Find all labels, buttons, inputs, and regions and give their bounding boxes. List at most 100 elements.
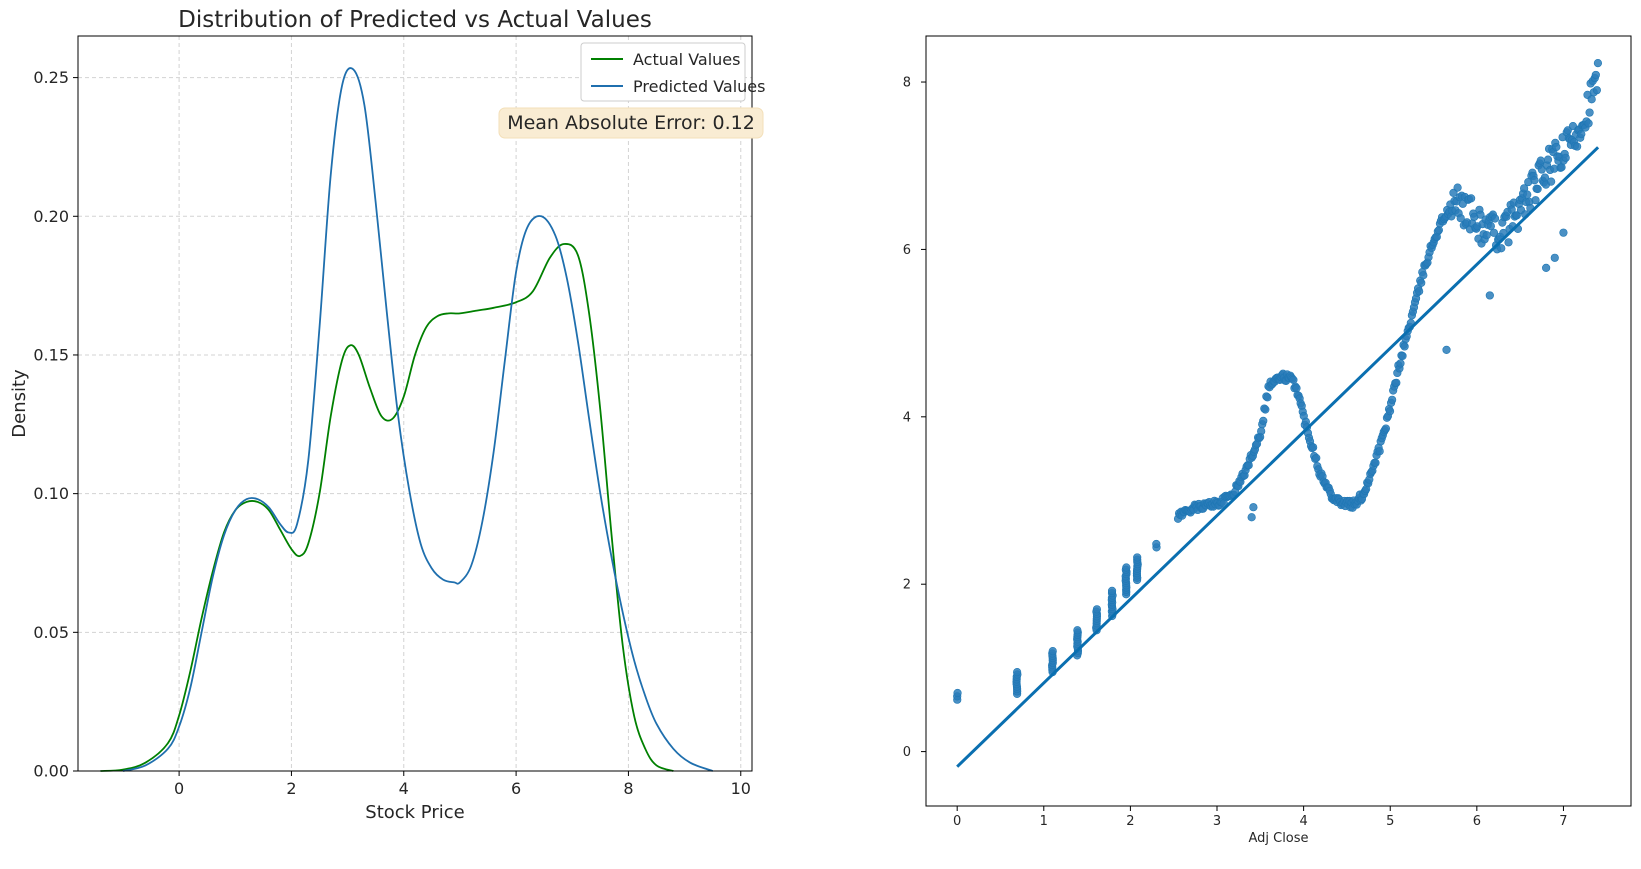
scatter-point [1048,647,1057,656]
scatter-point [1388,395,1397,404]
scatter-point [1542,263,1551,272]
kde-x-tick-label: 6 [511,779,521,798]
scatter-points [953,59,1603,704]
scatter-point [1381,424,1390,433]
regression-y-tick-label: 0 [903,745,911,760]
regression-plot-frame [925,35,1632,807]
kde-y-axis-label: Density [9,369,30,438]
scatter-point [1400,342,1409,351]
mae-annotation: Mean Absolute Error: 0.12 [498,107,764,139]
kde-legend: Actual Values Predicted Values [580,42,765,102]
scatter-point [1107,586,1117,596]
scatter-point [1523,190,1532,199]
scatter-point [1261,405,1270,414]
scatter-point [1442,345,1451,354]
kde-gridlines [78,36,752,771]
scatter-point [1559,228,1568,237]
regression-x-tick-label: 5 [1386,814,1394,829]
regression-y-tick-label: 8 [903,76,911,91]
kde-y-tick-label: 0.05 [33,623,69,642]
scatter-point [1482,231,1491,240]
scatter-point [1417,278,1426,288]
scatter-point [1312,453,1321,463]
scatter-point [1585,108,1594,117]
scatter-point [1456,214,1465,223]
scatter-point [1385,407,1395,416]
scatter-point [1530,176,1539,185]
regression-y-tick-label: 2 [903,578,911,593]
scatter-point [1309,443,1318,452]
scatter-point [1584,119,1593,128]
scatter-point [1396,359,1405,368]
scatter-point [1486,222,1495,231]
scatter-point [1392,378,1401,387]
scatter-point [1398,351,1407,361]
kde-chart-title: Distribution of Predicted vs Actual Valu… [178,7,652,33]
scatter-point [1371,458,1380,467]
regression-ticks: 0 1 2 3 4 5 6 7 0 2 4 6 8 [903,76,1568,829]
regression-x-tick-label: 3 [1213,814,1221,829]
scatter-point [1263,393,1272,402]
scatter-point [1485,291,1494,300]
legend-label-actual: Actual Values [633,50,740,69]
scatter-point [1467,194,1476,203]
scatter-point [1375,447,1384,456]
scatter-point [1543,155,1553,164]
scatter-point [1152,539,1161,549]
kde-y-tick-label: 0.10 [33,484,69,503]
scatter-point [1259,416,1268,425]
regression-line [956,146,1600,768]
legend-label-predicted: Predicted Values [633,77,765,96]
scatter-point [1415,287,1424,296]
kde-chart: 0 2 4 6 8 10 0.00 0.05 0.10 0.15 0.20 0.25 Distribu… [9,7,765,823]
scatter-point [1122,563,1131,572]
regression-x-tick-label: 6 [1473,814,1481,829]
kde-series [100,67,713,772]
regression-x-axis-label: Adj Close [1248,831,1308,846]
regression-x-tick-label: 4 [1299,814,1307,829]
scatter-point [1013,667,1022,677]
kde-x-tick-label: 8 [623,779,633,798]
scatter-point [1550,253,1559,262]
scatter-point [1249,503,1258,512]
scatter-point [1476,210,1485,219]
scatter-point [1592,86,1601,95]
scatter-point [1587,95,1596,104]
scatter-point [1504,238,1513,247]
kde-plot-frame [77,35,753,772]
kde-line-actual [100,242,674,772]
scatter-point [1092,605,1102,614]
scatter-point [1289,375,1298,385]
scatter-point [1257,427,1266,436]
scatter-point [1577,130,1586,139]
scatter-point [1561,153,1570,162]
kde-x-tick-label: 2 [286,779,296,798]
scatter-point [1552,142,1561,152]
scatter-point [1489,228,1499,237]
mae-annotation-text: Mean Absolute Error: 0.12 [507,112,755,134]
scatter-point [1133,553,1142,562]
regression-x-tick-label: 7 [1559,814,1567,829]
scatter-point [1419,271,1428,280]
scatter-point [953,688,962,698]
scatter-point [1593,59,1603,68]
scatter-point [1531,196,1540,205]
kde-y-tick-label: 0.15 [33,345,69,364]
regression-y-tick-label: 4 [903,410,911,425]
scatter-point [1512,211,1521,220]
regression-chart: 0 1 2 3 4 5 6 7 0 2 4 6 8 Adj Close [903,35,1632,846]
scatter-point [1573,142,1582,151]
kde-y-tick-label: 0.25 [33,68,69,87]
kde-ticks: 0 2 4 6 8 10 0.00 0.05 0.10 0.15 0.20 0.25 [33,68,751,798]
kde-x-axis-label: Stock Price [365,802,464,823]
scatter-point [1247,513,1256,522]
regression-x-tick-label: 2 [1126,814,1134,829]
regression-y-tick-label: 6 [903,243,911,258]
kde-y-tick-label: 0.00 [33,762,69,781]
scatter-point [1497,244,1506,253]
kde-y-tick-label: 0.20 [33,207,69,226]
regression-x-tick-label: 0 [953,814,961,829]
mae-annotation-box [498,107,764,139]
scatter-point [1536,156,1545,165]
